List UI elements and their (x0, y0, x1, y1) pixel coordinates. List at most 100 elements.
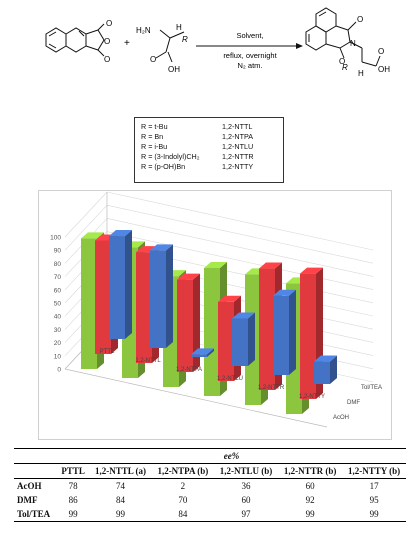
table-cell: 70 (178, 495, 188, 505)
substituent-r-2: R = Bn (141, 132, 164, 141)
substituent-code-1: 1,2-NTTL (222, 122, 253, 131)
table-row: DMF 86 84 70 60 92 95 (14, 493, 406, 507)
bar-side (289, 289, 296, 375)
product-acid-oh: OH (378, 65, 390, 74)
r-group-label: R (182, 35, 188, 44)
conditions-atmosphere: N₂ atm. (238, 61, 263, 70)
anhydride-o-top: O (106, 19, 112, 28)
y-tick-label: 90 (54, 248, 62, 255)
y-tick-label: 100 (50, 235, 61, 242)
table-header-blank (14, 463, 57, 479)
substituent-code-5: 1,2-NTTY (222, 162, 254, 171)
row-label: Tol/TEA (14, 507, 57, 522)
series-label: AcOH (333, 415, 349, 421)
anhydride-o-bottom: O (104, 55, 110, 64)
y-tick-label: 20 (54, 340, 62, 347)
y-tick-label: 80 (54, 261, 62, 268)
table-cell: 36 (214, 478, 279, 493)
plus-sign: + (124, 38, 130, 49)
table-cell: 84 (115, 495, 125, 505)
table-cell: 99 (278, 507, 343, 522)
bar-dmf (300, 273, 316, 399)
table-corner (14, 448, 57, 464)
bar-dmf (95, 240, 111, 354)
y-tick-label: 30 (54, 327, 62, 334)
bar-acoh (273, 295, 289, 375)
reaction-scheme: O O O + H₂N H R O OH Solvent, reflux, ov… (45, 7, 390, 78)
anhydride-o: O (104, 37, 110, 46)
bar-top (314, 355, 337, 362)
table-cell: 97 (214, 507, 279, 522)
product-o-bottom: O (339, 57, 345, 66)
table-cell: 99 (89, 507, 152, 522)
substituent-code-2: 1,2-NTPA (222, 132, 254, 141)
conditions-solvent: Solvent, (236, 31, 263, 40)
bar-tol-tea (204, 267, 220, 396)
conditions-reflux: reflux, overnight (223, 51, 277, 60)
bar-acoh (314, 361, 330, 384)
gridline-side (64, 204, 108, 251)
y-tick-label: 10 (54, 353, 62, 360)
x-tick-label: 1,2-NTTL (135, 358, 161, 364)
bar-dmf (218, 301, 234, 381)
table-cell: 60 (241, 495, 251, 505)
y-tick-label: 50 (54, 301, 62, 308)
gridline-back (106, 191, 374, 251)
row-label: DMF (17, 495, 38, 505)
anhydride-structure (45, 23, 105, 57)
floor-front-edge (64, 368, 328, 428)
hydroxyl-label: OH (168, 65, 180, 74)
bar-acoh (191, 354, 207, 357)
bar-top (177, 273, 200, 280)
bar-acoh (150, 250, 166, 348)
table-header-cell: PTTL (56, 463, 90, 479)
gridline-back (106, 204, 374, 264)
product-r-label: R (342, 63, 348, 72)
bar-side (207, 348, 214, 357)
bar-side (330, 355, 337, 384)
product-h-label: H (358, 69, 364, 78)
amino-acid-structure (155, 29, 185, 63)
table-cell: 78 (56, 478, 90, 493)
amine-label: H₂N (136, 26, 151, 35)
table-header-cell: 1,2-NTTY (b) (342, 463, 406, 479)
bar-top (150, 244, 173, 251)
substituent-code-4: 1,2-NTTR (222, 152, 254, 161)
substituent-code-3: 1,2-NTLU (222, 142, 254, 151)
table-cell: 17 (342, 478, 406, 493)
table-cell: 95 (369, 495, 379, 505)
reaction-arrowhead (296, 43, 303, 49)
table-header-cell: 1,2-NTTL (a) (89, 463, 152, 479)
bar-dmf (136, 252, 152, 363)
bar-top (191, 348, 214, 355)
alpha-h-label: H (176, 23, 182, 32)
gridline-back (106, 218, 374, 277)
y-tick-label: 0 (57, 367, 61, 374)
bar-side (125, 230, 132, 339)
substituent-r-1: R = t-Bu (141, 122, 168, 131)
bar-top (81, 232, 104, 239)
table-row: AcOH 78 74 2 36 60 17 (14, 478, 406, 493)
x-tick-label: 1,2-NTTY (299, 394, 325, 400)
bar-side (193, 273, 200, 372)
bar-top (259, 262, 282, 269)
table-cell: 86 (68, 495, 78, 505)
bar-acoh (109, 236, 125, 339)
table-header-cell: 1,2-NTTR (b) (278, 463, 343, 479)
table-cell: 84 (151, 507, 214, 522)
table-cell: 99 (342, 507, 406, 522)
bar-tol-tea (81, 238, 97, 369)
table-cell: 74 (89, 478, 152, 493)
series-label: Tol/TEA (361, 385, 382, 391)
x-tick-label: PTTL (100, 349, 115, 355)
bar-top (204, 261, 227, 268)
substituent-r-5: R = (p-OH)Bn (141, 162, 186, 171)
product-acid-o: O (378, 47, 384, 56)
bar-top (218, 295, 241, 302)
y-tick-label: 70 (54, 274, 62, 281)
bar-top (300, 267, 323, 274)
x-tick-label: 1,2-NTPA (176, 367, 202, 373)
product-structure (305, 7, 381, 67)
table-cell: 60 (278, 478, 343, 493)
carbonyl-o-label: O (150, 55, 156, 64)
